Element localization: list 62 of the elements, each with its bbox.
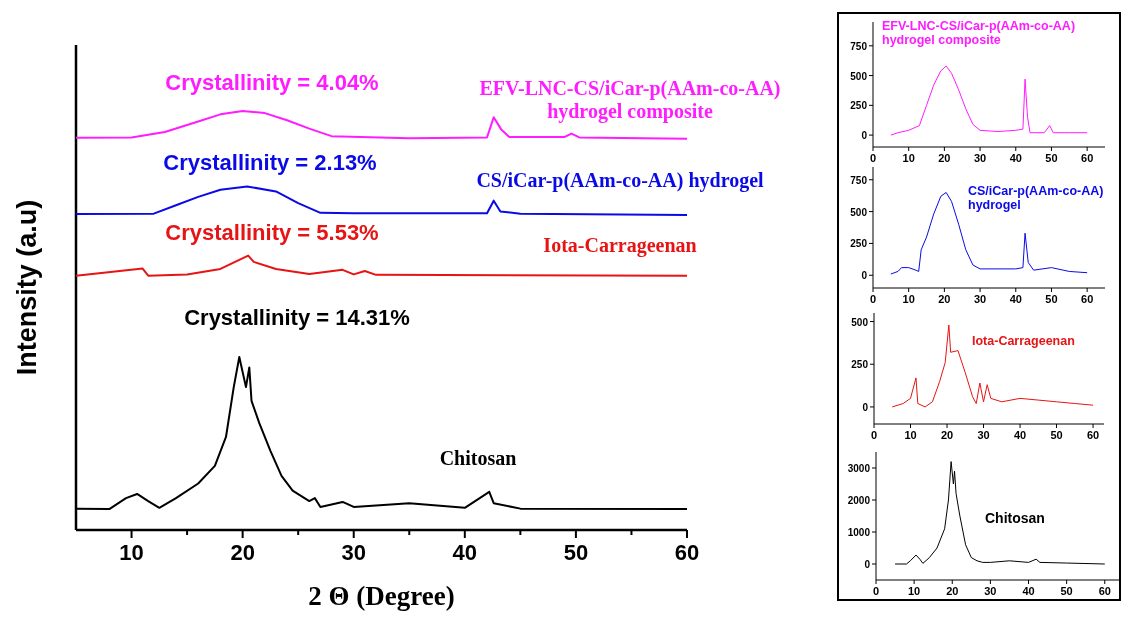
text: Crystallinity = 4.04%	[165, 70, 379, 95]
y-tick-label: 250	[850, 100, 868, 112]
x-tick-label: 30	[973, 293, 987, 305]
x-tick-label: 30	[341, 540, 366, 565]
x-tick-label: 50	[1060, 585, 1073, 597]
x-tick-label: 50	[563, 540, 589, 565]
series-label: Iota-Carrageenan	[972, 334, 1075, 348]
x-tick-label: 30	[973, 152, 987, 164]
x-tick-label: 60	[674, 540, 700, 565]
text: EFV-LNC-CS/iCar-p(AAm-co-AA) hydrogel composite	[882, 19, 1076, 48]
x-tick-label: 60	[1081, 293, 1094, 305]
x-tick-label: 10	[902, 293, 915, 305]
x-tick-label: 10	[904, 429, 917, 441]
y-tick-label: 0	[861, 130, 868, 142]
y-tick-label: 1000	[847, 527, 871, 538]
annotation: Crystallinity = 5.53%	[165, 220, 379, 245]
x-tick-label: 50	[1045, 293, 1058, 305]
x-tick-label: 50	[1050, 429, 1063, 441]
x-tick-label: 20	[230, 540, 255, 565]
series-label: Iota-Carrageenan	[543, 234, 697, 257]
x-tick-label: 40	[1022, 585, 1035, 597]
y-tick-label: 750	[850, 40, 868, 52]
x-tick-label: 10	[119, 540, 144, 565]
x-tick-label: 0	[872, 585, 880, 597]
y-tick-label: 750	[850, 174, 868, 186]
x-tick-label: 20	[938, 152, 951, 164]
series-label: EFV-LNC-CS/iCar-p(AAm-co-AA) hydrogel composite	[479, 77, 781, 123]
series-label: Chitosan	[985, 510, 1045, 526]
x-tick-label: 20	[946, 585, 959, 597]
series-label: Chitosan	[439, 447, 517, 469]
x-tick-label: 20	[940, 429, 954, 441]
annotation: Crystallinity = 14.31%	[184, 305, 410, 330]
line-series	[894, 461, 1106, 565]
x-tick-label: 40	[1009, 152, 1022, 164]
x-tick-label: 20	[938, 293, 951, 305]
x-tick-label: 40	[1009, 293, 1022, 305]
x-tick-label: 30	[977, 429, 990, 441]
series-label: CS/iCar-p(AAm-co-AA) hydrogel	[476, 169, 765, 192]
y-tick-label: 500	[851, 316, 869, 328]
line-series	[890, 65, 1088, 136]
y-tick-label: 250	[851, 359, 869, 371]
y-tick-label: 500	[850, 70, 868, 82]
y-tick-label: 0	[862, 401, 869, 413]
x-tick-label: 10	[902, 152, 915, 164]
x-tick-label: 50	[1045, 152, 1058, 164]
x-tick-label: 60	[1086, 429, 1100, 441]
y-tick-label: 250	[850, 238, 868, 250]
x-tick-label: 60	[1098, 585, 1111, 597]
x-tick-label: 60	[1081, 152, 1094, 164]
x-tick-label: 40	[452, 540, 478, 565]
series-label: CS/iCar-p(AAm-co-AA) hydrogel	[968, 184, 1104, 213]
y-tick-label: 500	[850, 206, 868, 218]
line-series	[891, 324, 1094, 408]
x-tick-label: 10	[908, 585, 921, 597]
y-tick-label: 3000	[847, 463, 871, 474]
y-axis-title: Intensity (a.u)	[12, 199, 42, 376]
y-tick-label: 2000	[847, 495, 871, 506]
x-tick-label: 40	[1013, 429, 1027, 441]
y-tick-label: 0	[861, 270, 868, 282]
x-axis-title: 2 Θ (Degree)	[308, 581, 455, 611]
annotation: Crystallinity = 2.13%	[163, 150, 377, 175]
x-tick-label: 30	[984, 585, 997, 597]
